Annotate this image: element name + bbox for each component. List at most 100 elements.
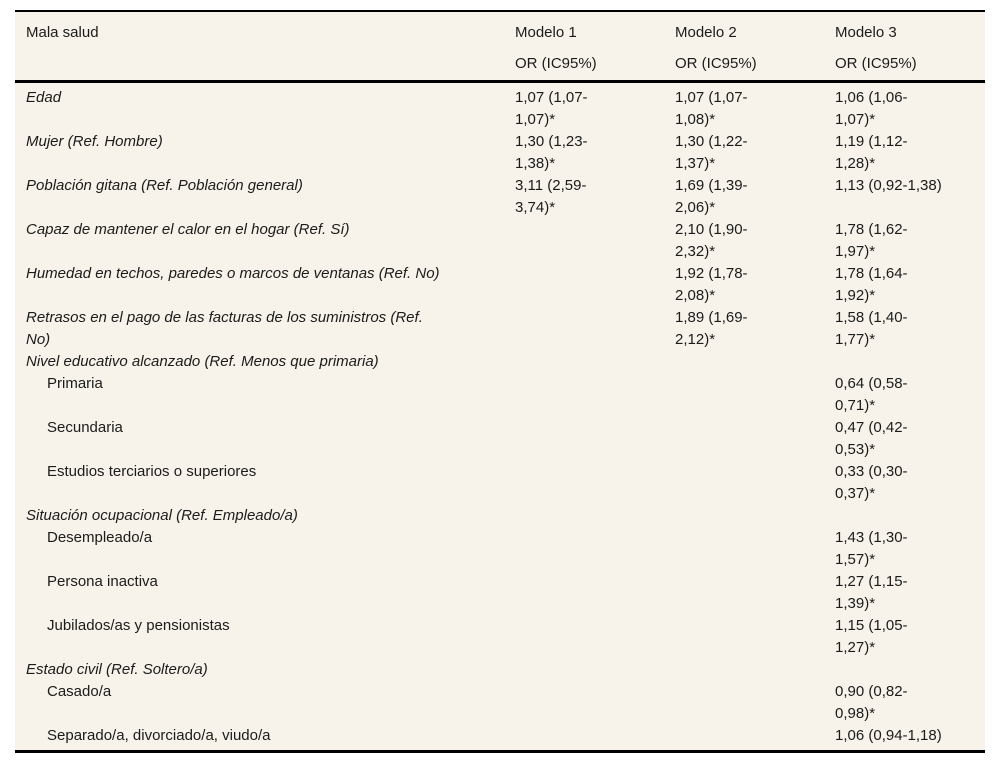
row-label: Edad [26, 89, 62, 106]
cell-modelo-1 [515, 571, 675, 615]
column-sublabel: OR (IC95%) [515, 55, 597, 72]
table-header: Mala salud Modelo 1 OR (IC95%) Modelo 2 … [15, 12, 985, 83]
row-label: Mujer (Ref. Hombre) [26, 133, 163, 150]
cell-modelo-3: 1,78 (1,62- 1,97)* [835, 221, 908, 260]
cell-modelo-1: 1,30 (1,23- 1,38)* [515, 133, 588, 172]
cell-modelo-1 [515, 351, 675, 373]
cell-modelo-3 [835, 351, 985, 373]
cell-modelo-3: 1,27 (1,15- 1,39)* [835, 573, 908, 612]
column-sublabel: OR (IC95%) [675, 55, 757, 72]
cell-modelo-2 [675, 417, 835, 461]
row-label: Nivel educativo alcanzado (Ref. Menos qu… [26, 353, 379, 370]
cell-modelo-1 [515, 373, 675, 417]
cell-modelo-1 [515, 461, 675, 505]
cell-modelo-3 [835, 505, 985, 527]
row-label: Primaria [47, 375, 103, 392]
cell-modelo-2 [675, 725, 835, 747]
table-row: Persona inactiva 1,27 (1,15- 1,39)* [15, 571, 985, 615]
cell-modelo-3: 1,58 (1,40- 1,77)* [835, 309, 908, 348]
cell-modelo-2: 1,69 (1,39- 2,06)* [675, 177, 748, 216]
cell-modelo-1 [515, 505, 675, 527]
cell-modelo-2 [675, 505, 835, 527]
table-row: Nivel educativo alcanzado (Ref. Menos qu… [15, 351, 985, 373]
row-label: Humedad en techos, paredes o marcos de v… [26, 265, 440, 282]
table-row: Separado/a, divorciado/a, viudo/a 1,06 (0… [15, 725, 985, 747]
cell-modelo-3: 1,15 (1,05- 1,27)* [835, 617, 908, 656]
cell-modelo-2 [675, 615, 835, 659]
cell-modelo-3: 0,33 (0,30- 0,37)* [835, 463, 908, 502]
row-label: Jubilados/as y pensionistas [47, 617, 230, 634]
header-sub-empty [26, 53, 515, 75]
table-row: Jubilados/as y pensionistas 1,15 (1,05- 1… [15, 615, 985, 659]
column-sublabel: OR (IC95%) [835, 55, 917, 72]
row-label: Persona inactiva [47, 573, 158, 590]
column-label: Modelo 1 [515, 24, 577, 41]
table-row: Casado/a 0,90 (0,82- 0,98)* [15, 681, 985, 725]
table-row: Edad 1,07 (1,07- 1,07)* 1,07 (1,07- 1,08)*… [15, 87, 985, 131]
cell-modelo-3: 1,43 (1,30- 1,57)* [835, 529, 908, 568]
cell-modelo-1: 3,11 (2,59- 3,74)* [515, 177, 587, 216]
cell-modelo-3: 0,47 (0,42- 0,53)* [835, 419, 908, 458]
row-label: Casado/a [47, 683, 112, 700]
cell-modelo-2 [675, 351, 835, 373]
cell-modelo-2 [675, 571, 835, 615]
table-row: Secundaria 0,47 (0,42- 0,53)* [15, 417, 985, 461]
table-row: Situación ocupacional (Ref. Empleado/a) [15, 505, 985, 527]
cell-modelo-1 [515, 307, 675, 351]
cell-modelo-3: 0,64 (0,58- 0,71)* [835, 375, 908, 414]
column-label: Modelo 3 [835, 24, 897, 41]
header-cell-mala-salud: Mala salud [15, 22, 515, 75]
row-label: Estado civil (Ref. Soltero/a) [26, 661, 208, 678]
table-row: Población gitana (Ref. Población general… [15, 175, 985, 219]
cell-modelo-1 [515, 527, 675, 571]
cell-modelo-1: 1,07 (1,07- 1,07)* [515, 89, 588, 128]
cell-modelo-3: 1,13 (0,92-1,38) [835, 177, 942, 194]
cell-modelo-3: 0,90 (0,82- 0,98)* [835, 683, 908, 722]
table-row: Estudios terciarios o superiores 0,33 (0,… [15, 461, 985, 505]
cell-modelo-2 [675, 527, 835, 571]
cell-modelo-2: 1,07 (1,07- 1,08)* [675, 89, 748, 128]
cell-modelo-2: 2,10 (1,90- 2,32)* [675, 221, 748, 260]
row-label: Separado/a, divorciado/a, viudo/a [47, 727, 271, 744]
table-row: Mujer (Ref. Hombre) 1,30 (1,23- 1,38)* 1,3… [15, 131, 985, 175]
header-cell-modelo-3: Modelo 3 OR (IC95%) [835, 22, 985, 75]
cell-modelo-1 [515, 659, 675, 681]
table-row: Desempleado/a 1,43 (1,30- 1,57)* [15, 527, 985, 571]
cell-modelo-2 [675, 659, 835, 681]
cell-modelo-2: 1,30 (1,22- 1,37)* [675, 133, 748, 172]
row-label: Capaz de mantener el calor en el hogar (… [26, 221, 350, 238]
cell-modelo-3: 1,19 (1,12- 1,28)* [835, 133, 908, 172]
cell-modelo-2: 1,89 (1,69- 2,12)* [675, 309, 748, 348]
table-row: Capaz de mantener el calor en el hogar (… [15, 219, 985, 263]
header-cell-modelo-1: Modelo 1 OR (IC95%) [515, 22, 675, 75]
header-cell-modelo-2: Modelo 2 OR (IC95%) [675, 22, 835, 75]
cell-modelo-1 [515, 725, 675, 747]
cell-modelo-1 [515, 219, 675, 263]
cell-modelo-3: 1,06 (0,94-1,18) [835, 727, 942, 744]
row-label: Estudios terciarios o superiores [47, 463, 257, 480]
cell-modelo-1 [515, 263, 675, 307]
table-row: Primaria 0,64 (0,58- 0,71)* [15, 373, 985, 417]
row-label: Retrasos en el pago de las facturas de l… [26, 309, 423, 348]
table-body: Edad 1,07 (1,07- 1,07)* 1,07 (1,07- 1,08)*… [15, 83, 985, 750]
cell-modelo-3: 1,78 (1,64- 1,92)* [835, 265, 908, 304]
table-title: Mala salud [26, 24, 99, 41]
row-label: Situación ocupacional (Ref. Empleado/a) [26, 507, 298, 524]
cell-modelo-1 [515, 417, 675, 461]
cell-modelo-1 [515, 681, 675, 725]
cell-modelo-3 [835, 659, 985, 681]
cell-modelo-2 [675, 373, 835, 417]
table-row: Retrasos en el pago de las facturas de l… [15, 307, 985, 351]
cell-modelo-2 [675, 681, 835, 725]
cell-modelo-2: 1,92 (1,78- 2,08)* [675, 265, 748, 304]
cell-modelo-3: 1,06 (1,06- 1,07)* [835, 89, 908, 128]
row-label: Desempleado/a [47, 529, 153, 546]
row-label: Población gitana (Ref. Población general… [26, 177, 303, 194]
row-label: Secundaria [47, 419, 123, 436]
table-row: Humedad en techos, paredes o marcos de v… [15, 263, 985, 307]
table-row: Estado civil (Ref. Soltero/a) [15, 659, 985, 681]
cell-modelo-2 [675, 461, 835, 505]
cell-modelo-1 [515, 615, 675, 659]
column-label: Modelo 2 [675, 24, 737, 41]
results-table: Mala salud Modelo 1 OR (IC95%) Modelo 2 … [15, 10, 985, 753]
